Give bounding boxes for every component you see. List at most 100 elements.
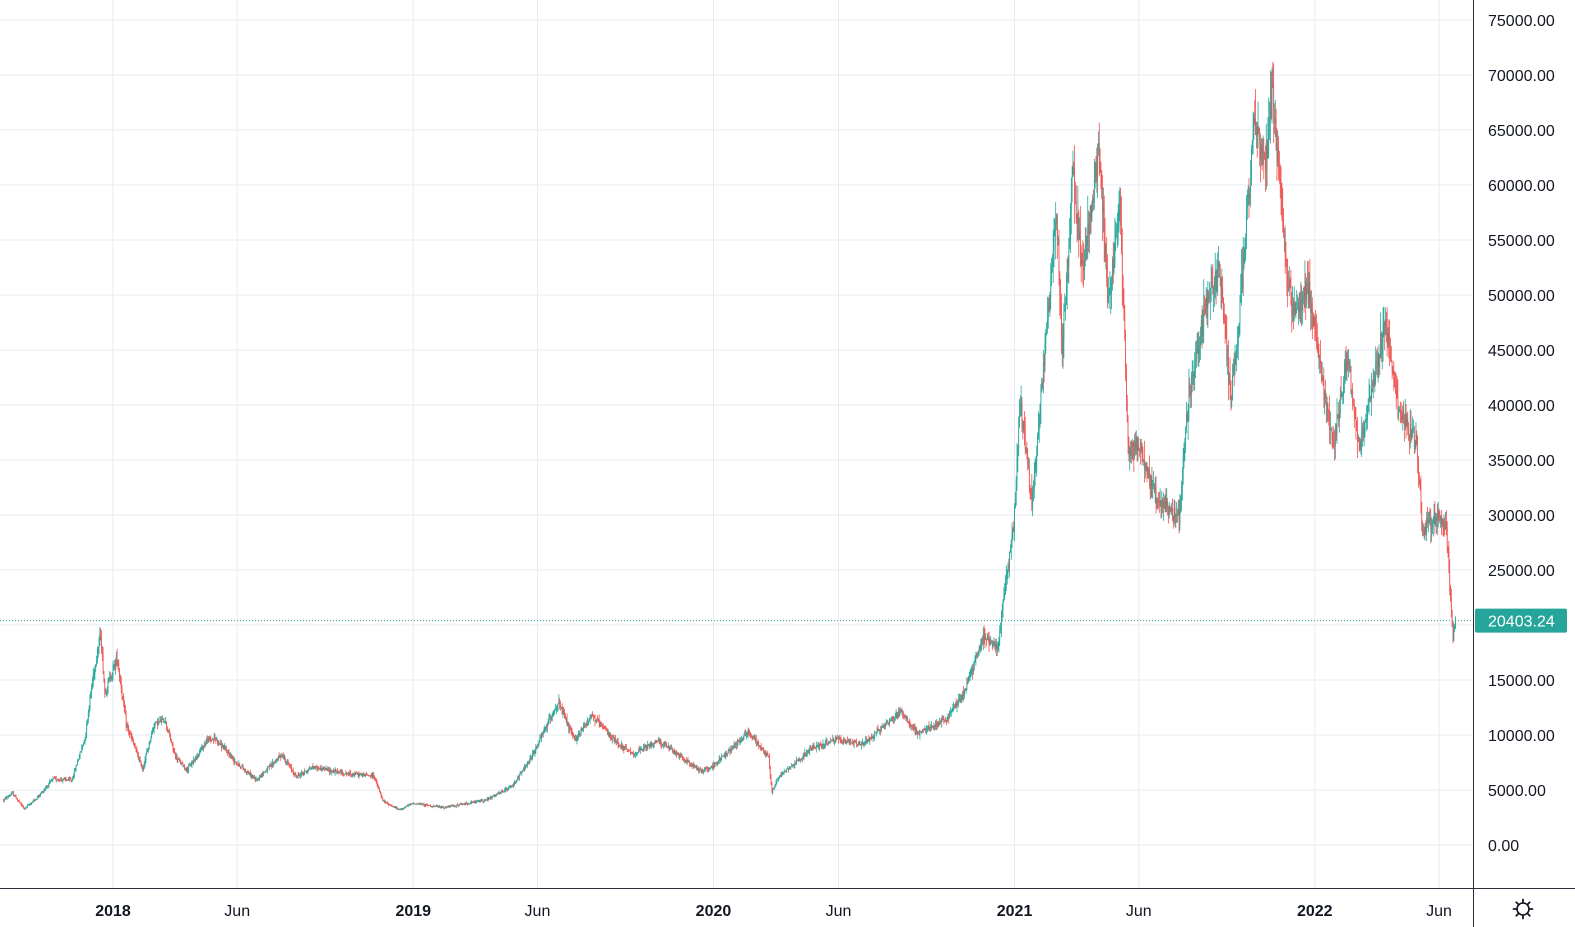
candle-body — [52, 778, 54, 780]
candle-body — [176, 756, 178, 761]
candle-body — [542, 731, 544, 735]
gear-tooth — [1515, 912, 1520, 917]
candle-body — [1188, 383, 1190, 410]
candle-body — [742, 738, 744, 740]
candle-body — [1223, 297, 1224, 321]
candlestick-series[interactable] — [3, 61, 1456, 811]
candle-body — [1308, 281, 1310, 304]
candle-body — [802, 754, 804, 758]
candle-body — [320, 767, 322, 770]
candle-body — [268, 766, 269, 768]
candle-body — [697, 768, 699, 770]
candle-body — [1332, 439, 1334, 441]
candle-body — [423, 804, 425, 806]
candle-body — [278, 756, 280, 758]
candle-body — [307, 770, 309, 772]
candle-body — [1441, 515, 1442, 526]
candle-body — [898, 712, 899, 717]
candle-body — [873, 736, 875, 738]
candle-body — [633, 754, 635, 757]
candle-body — [384, 800, 385, 803]
candle-body — [431, 806, 433, 808]
candle-body — [1085, 245, 1087, 246]
candle-body — [929, 728, 931, 729]
candle-body — [1425, 525, 1427, 532]
candle-body — [1307, 285, 1309, 304]
candle-body — [870, 736, 871, 738]
candle-body — [4, 797, 6, 799]
candle-body — [808, 752, 810, 754]
candle-body — [734, 743, 736, 745]
candle-body — [379, 788, 380, 792]
candle-body — [374, 776, 375, 779]
candle-body — [1443, 525, 1445, 526]
candle-body — [1118, 209, 1120, 226]
candle-body — [1300, 289, 1302, 307]
candle-body — [296, 774, 297, 778]
candle-body — [892, 717, 894, 719]
candle-body — [532, 752, 534, 754]
candle-body — [662, 743, 664, 745]
candle-body — [70, 779, 72, 781]
candle-body — [456, 804, 458, 807]
candle-body — [487, 798, 489, 800]
candle-body — [331, 771, 333, 772]
candle-body — [659, 739, 661, 743]
candle-body — [34, 799, 36, 801]
candle-body — [519, 772, 521, 775]
candle-body — [256, 779, 258, 781]
candle-body — [889, 720, 891, 722]
candle-body — [672, 751, 674, 753]
candle-body — [1291, 303, 1293, 316]
candle-body — [312, 766, 314, 768]
candle-body — [133, 740, 134, 744]
candle-body — [1039, 404, 1041, 415]
candle-body — [1255, 125, 1257, 135]
candle-body — [142, 767, 144, 770]
candle-body — [1246, 208, 1247, 238]
candle-body — [735, 743, 737, 746]
gear-icon[interactable] — [1512, 898, 1534, 920]
candle-body — [41, 791, 43, 793]
candle-body — [465, 803, 467, 804]
candle-body — [635, 753, 637, 755]
candle-body — [1455, 619, 1456, 628]
candle-body — [625, 747, 627, 749]
candle-body — [69, 778, 71, 780]
candle-body — [1306, 283, 1307, 301]
candle-body — [1123, 305, 1125, 317]
candle-body — [940, 722, 941, 724]
candle-body — [1051, 266, 1052, 282]
candle-body — [393, 806, 395, 808]
candle-body — [740, 739, 742, 743]
settings-area[interactable] — [1512, 898, 1534, 920]
candle-body — [1437, 511, 1439, 522]
candle-body — [1172, 519, 1174, 521]
candle-body — [524, 766, 526, 768]
candle-body — [1130, 447, 1132, 457]
candle-body — [1395, 387, 1396, 388]
candle-body — [1077, 212, 1079, 224]
candle-body — [1001, 609, 1003, 617]
candle-body — [472, 801, 474, 803]
candle-body — [261, 773, 263, 777]
candle-body — [604, 728, 606, 730]
candle-body — [1335, 432, 1337, 435]
candle-body — [179, 759, 181, 761]
candle-body — [129, 733, 131, 735]
candle-body — [591, 714, 593, 717]
candle-body — [492, 795, 494, 797]
candle-body — [1208, 292, 1210, 299]
candle-body — [6, 796, 8, 799]
candle-body — [1364, 421, 1366, 434]
candle-body — [953, 707, 955, 709]
candle-body — [836, 737, 838, 740]
candle-body — [88, 708, 90, 713]
candle-body — [1436, 516, 1437, 519]
candle-body — [718, 758, 720, 761]
x-tick-label: 2021 — [997, 903, 1033, 920]
candle-body — [722, 755, 724, 757]
candle-body — [352, 774, 354, 776]
candle-body — [797, 760, 799, 762]
candle-body — [1344, 362, 1346, 371]
